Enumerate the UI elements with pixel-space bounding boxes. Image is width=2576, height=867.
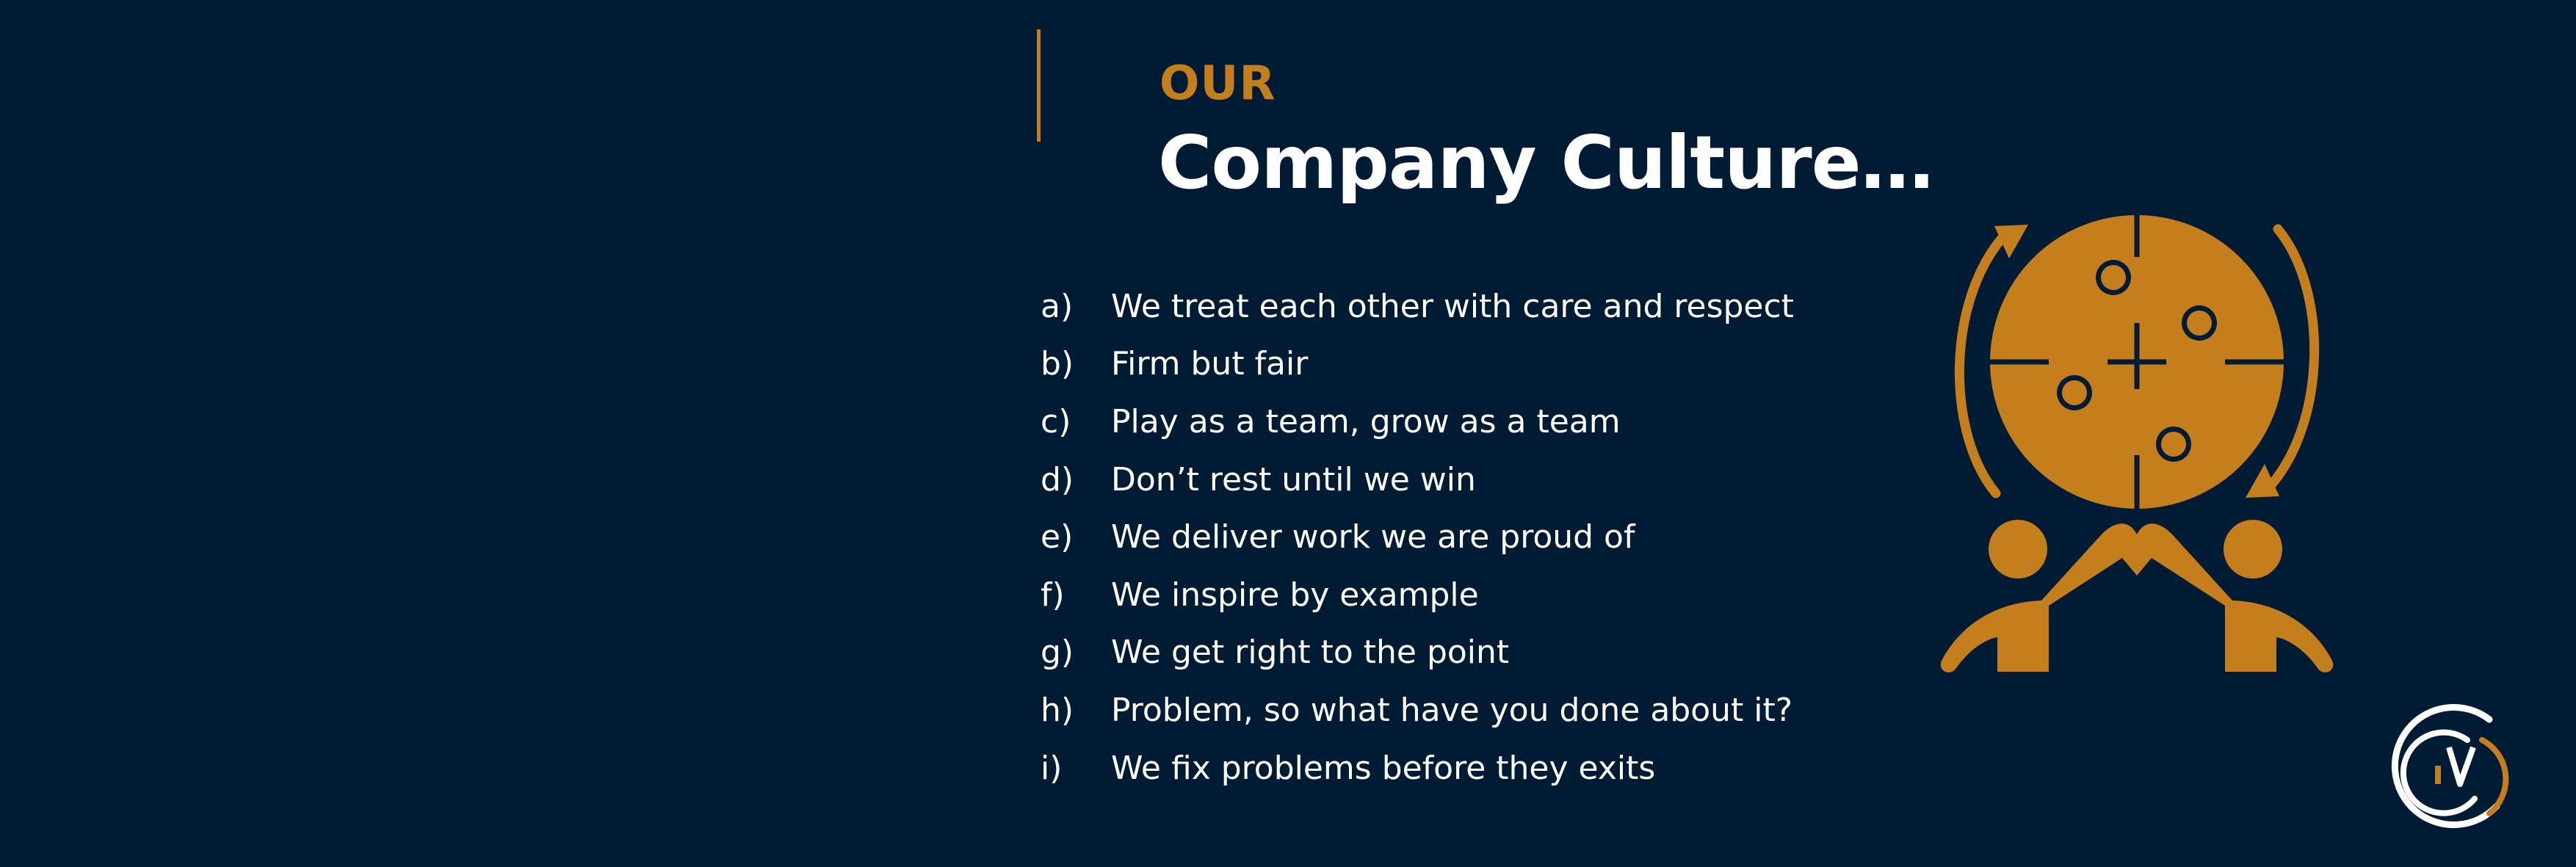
list-item-marker: c) xyxy=(1041,402,1071,440)
list-item-marker: g) xyxy=(1041,634,1074,672)
list-item-text: Problem, so what have you done about it? xyxy=(1111,691,1793,729)
list-item: g) We get right to the point xyxy=(1041,624,1794,682)
culture-values-list: a) We treat each other with care and res… xyxy=(1041,277,1794,797)
list-item-marker: h) xyxy=(1041,691,1074,729)
puzzle-globe xyxy=(1990,215,2284,509)
heading-eyebrow: OUR xyxy=(1159,57,1276,111)
list-item-text: We get right to the point xyxy=(1111,634,1510,672)
list-item-text: We treat each other with care and respec… xyxy=(1111,287,1794,325)
page-title: Company Culture… xyxy=(1158,120,1934,206)
list-item-marker: i) xyxy=(1041,749,1063,787)
list-item: i) We fix problems before they exits xyxy=(1041,739,1794,797)
accent-divider xyxy=(1037,29,1041,142)
teamwork-puzzle-globe-icon xyxy=(1940,215,2334,672)
list-item-text: Firm but fair xyxy=(1111,345,1309,383)
company-logo-mark xyxy=(2391,704,2509,828)
arrow-heads xyxy=(1994,225,2279,498)
list-item-text: Play as a team, grow as a team xyxy=(1111,402,1621,440)
list-item-marker: b) xyxy=(1041,345,1074,383)
list-item: b) Firm but fair xyxy=(1041,335,1794,393)
list-item: f) We inspire by example xyxy=(1041,566,1794,624)
list-item: d) Don’t rest until we win xyxy=(1041,451,1794,509)
people-figures xyxy=(1940,520,2334,672)
list-item-text: Don’t rest until we win xyxy=(1111,460,1476,498)
list-item-marker: d) xyxy=(1041,460,1074,498)
list-item-text: We inspire by example xyxy=(1111,576,1479,614)
list-item-marker: a) xyxy=(1041,287,1074,325)
list-item-marker: f) xyxy=(1041,576,1065,614)
list-item: e) We deliver work we are proud of xyxy=(1041,508,1794,566)
list-item-marker: e) xyxy=(1041,518,1074,556)
list-item: c) Play as a team, grow as a team xyxy=(1041,393,1794,451)
list-item: a) We treat each other with care and res… xyxy=(1041,277,1794,335)
list-item: h) Problem, so what have you done about … xyxy=(1041,681,1794,739)
list-item-text: We deliver work we are proud of xyxy=(1111,518,1635,556)
list-item-text: We fix problems before they exits xyxy=(1111,749,1656,787)
cycle-arrows xyxy=(1954,224,2320,498)
